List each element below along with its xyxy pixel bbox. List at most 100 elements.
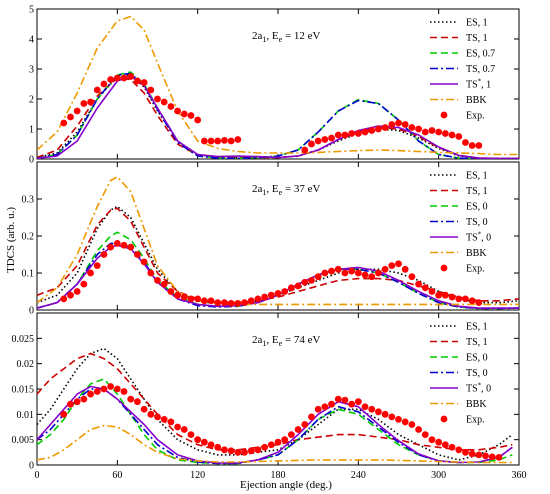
series-ts-1-line: [37, 352, 513, 451]
panel-3: 0 0.005 0.01 0.015 0.02 0.025 0 60 120 180 240 300 3…: [12, 312, 527, 481]
exp-point: [495, 454, 503, 461]
exp-point: [408, 421, 416, 428]
exp-point: [287, 431, 295, 438]
exp-point: [488, 453, 496, 461]
plot-area: [37, 347, 513, 465]
exp-point: [441, 130, 449, 137]
exp-point: [140, 79, 148, 86]
exp-point: [221, 299, 228, 306]
exp-point: [100, 80, 108, 88]
annotation-text: = 12 eV: [282, 30, 320, 42]
series-exp-points: [60, 383, 503, 461]
exp-point: [154, 277, 161, 284]
exp-point: [214, 443, 222, 451]
exp-point: [441, 291, 449, 299]
exp-point: [341, 131, 349, 139]
exp-point: [247, 447, 255, 455]
exp-point: [328, 400, 335, 408]
exp-point: [334, 265, 342, 273]
exp-point: [381, 124, 389, 131]
legend-label: Exp.: [466, 415, 485, 426]
exp-point: [113, 74, 121, 82]
exp-point: [428, 127, 436, 134]
legend-label: ES, 1: [466, 171, 488, 182]
legend-label: BBK: [466, 95, 487, 106]
y-tick-label: 0: [29, 155, 34, 166]
exp-point: [127, 395, 135, 403]
exp-point: [187, 112, 195, 119]
exp-point: [274, 289, 282, 297]
annotation-text: , E: [266, 30, 279, 42]
exp-point: [247, 297, 255, 305]
exp-point: [401, 265, 409, 273]
exp-point: [294, 282, 302, 290]
exp-point: [294, 426, 302, 433]
exp-point: [261, 293, 269, 301]
exp-point: [73, 288, 81, 295]
exp-point: [482, 452, 489, 460]
legend-label-text: , 1: [481, 80, 491, 91]
exp-point: [200, 297, 208, 305]
exp-point: [354, 269, 362, 277]
y-tick-label: 0.015: [12, 385, 35, 396]
exp-point: [221, 137, 228, 144]
exp-point: [361, 271, 369, 279]
panel-2: 0 0.1 0.2 0.3 2a1, Ee = 37 eV ES, 1 TS, 1 ES, 0…: [22, 161, 520, 317]
exp-point: [60, 410, 68, 418]
exp-point: [375, 269, 382, 277]
exp-point: [200, 137, 208, 145]
exp-point: [194, 116, 202, 124]
exp-point: [421, 284, 429, 292]
exp-point: [241, 299, 248, 306]
exp-point: [113, 240, 121, 247]
exp-point: [93, 86, 101, 94]
legend-label-text: , 0: [481, 233, 491, 244]
exp-point: [60, 295, 68, 303]
exp-point: [314, 405, 322, 413]
exp-point: [187, 431, 195, 438]
exp-point: [180, 110, 188, 118]
exp-point: [321, 136, 329, 143]
y-tick-label: 4: [29, 35, 34, 46]
series-exp-points: [60, 240, 483, 307]
legend-label: ES, 0.7: [466, 49, 495, 60]
exp-point: [475, 299, 483, 306]
exp-point: [455, 133, 463, 140]
exp-point: [421, 431, 429, 438]
annotation-text: , E: [266, 183, 279, 195]
exp-point: [127, 243, 135, 251]
exp-point: [174, 107, 181, 115]
y-tick-label: 0.01: [17, 410, 35, 421]
legend-label: TS, 0: [466, 368, 488, 379]
exp-point: [87, 269, 94, 277]
annotation-text: , E: [266, 334, 279, 346]
exp-point: [281, 436, 289, 444]
exp-point: [207, 137, 215, 145]
exp-point: [167, 103, 175, 110]
exp-point: [87, 390, 94, 398]
exp-point: [87, 98, 94, 106]
annotation-text: 2a: [252, 30, 263, 42]
y-axis-label: TDCS (arb. u.): [5, 207, 17, 273]
x-tick-label: 60: [112, 470, 122, 481]
exp-point: [455, 446, 463, 454]
panel-annotation: 2a1, Ee = 12 eV: [252, 30, 321, 44]
exp-point: [368, 127, 376, 134]
annotation-text: = 37 eV: [282, 183, 320, 195]
exp-point: [67, 400, 74, 408]
y-tick-label: 0: [29, 461, 34, 472]
x-tick-label: 300: [431, 470, 446, 481]
legend-label-text: TS: [466, 80, 478, 91]
exp-point: [100, 385, 108, 393]
legend-marker: [440, 111, 448, 119]
exp-point: [221, 446, 228, 454]
exp-point: [160, 98, 168, 106]
exp-point: [254, 295, 262, 303]
legend-label: TS, 0: [466, 217, 488, 228]
exp-point: [287, 284, 295, 292]
legend-label: ES, 1: [466, 18, 488, 29]
exp-point: [462, 139, 469, 146]
exp-point: [194, 436, 202, 444]
exp-point: [314, 137, 322, 145]
